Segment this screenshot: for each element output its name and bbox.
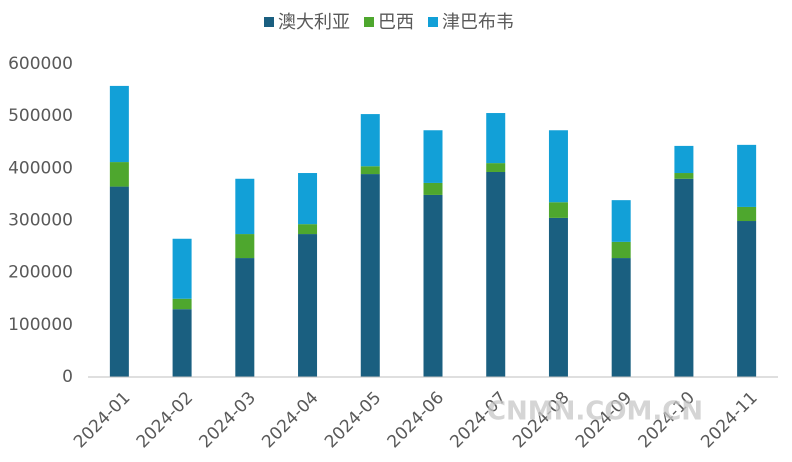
- bar-segment: [235, 234, 255, 259]
- bar-segment: [172, 298, 192, 310]
- y-tick-label: 600000: [8, 54, 73, 74]
- y-tick-label: 300000: [8, 211, 73, 231]
- bar-segment: [298, 173, 318, 225]
- y-tick-label: 400000: [8, 158, 73, 178]
- bar-segment: [360, 166, 380, 175]
- bar-segment: [423, 182, 443, 195]
- bar-segment: [548, 217, 568, 377]
- bar-segment: [486, 163, 506, 172]
- legend-swatch: [364, 17, 374, 27]
- y-tick-label: 200000: [8, 263, 73, 283]
- watermark: CNMN.COM.CN: [487, 397, 703, 427]
- bar-segment: [298, 234, 318, 377]
- bar-segment: [737, 206, 757, 222]
- bar-segment: [737, 144, 757, 207]
- bar-segment: [486, 113, 506, 164]
- legend-label: 巴西: [378, 12, 414, 33]
- bar-segment: [172, 238, 192, 299]
- bar-segment: [109, 162, 129, 187]
- legend-label: 津巴布韦: [442, 12, 514, 33]
- bar-segment: [423, 130, 443, 183]
- bar-segment: [486, 171, 506, 377]
- bar-segment: [172, 309, 192, 377]
- bar-segment: [548, 130, 568, 203]
- bar-segment: [674, 178, 694, 377]
- y-tick-label: 0: [62, 367, 73, 387]
- legend-swatch: [264, 17, 274, 27]
- y-tick-label: 100000: [8, 315, 73, 335]
- bar-segment: [611, 241, 631, 259]
- bar-segment: [737, 221, 757, 377]
- bar-segment: [611, 200, 631, 242]
- bar-segment: [109, 186, 129, 377]
- y-tick-label: 500000: [8, 106, 73, 126]
- bar-segment: [235, 258, 255, 377]
- bar-segment: [423, 194, 443, 377]
- bar-segment: [360, 114, 380, 167]
- bar-segment: [674, 145, 694, 174]
- bar-segment: [360, 174, 380, 377]
- bar-segment: [548, 202, 568, 218]
- legend-swatch: [428, 17, 438, 27]
- bar-segment: [298, 224, 318, 235]
- bar-segment: [235, 178, 255, 235]
- legend-label: 澳大利亚: [278, 12, 350, 33]
- bar-segment: [674, 173, 694, 179]
- bar-segment: [611, 258, 631, 377]
- bar-segment: [109, 85, 129, 163]
